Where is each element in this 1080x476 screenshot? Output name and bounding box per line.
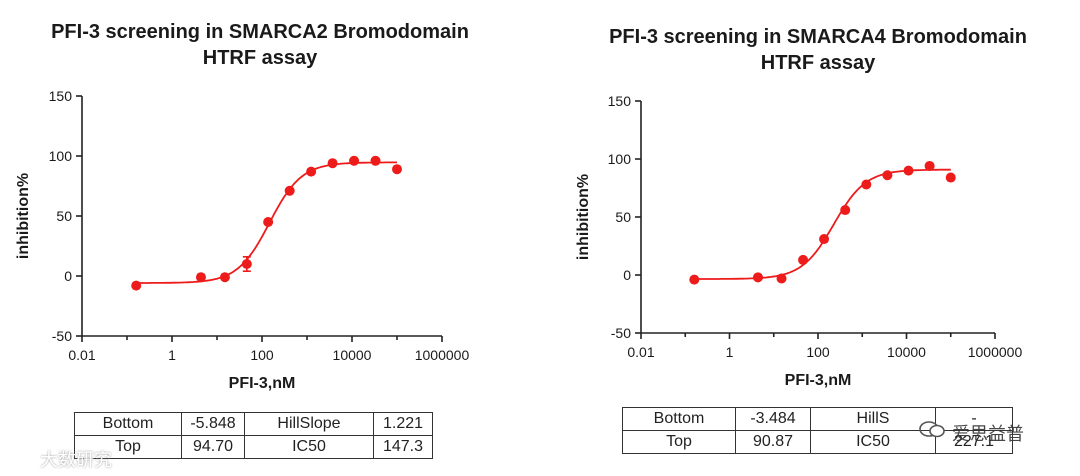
param-name: Bottom bbox=[74, 412, 182, 436]
data-point bbox=[327, 158, 338, 169]
y-tick-label: 0 bbox=[623, 267, 631, 283]
data-point bbox=[219, 272, 230, 283]
chart-panel-smarca2: PFI-3 screening in SMARCA2 Bromodomain HT… bbox=[15, 21, 470, 459]
params-row: Top 90.87 IC50 227.1 bbox=[622, 430, 1013, 454]
chart-panel-smarca4: PFI-3 screening in SMARCA4 Bromodomain HT… bbox=[540, 0, 1080, 476]
x-tick-label: 1000000 bbox=[415, 347, 470, 363]
data-point bbox=[903, 165, 914, 176]
x-tick-label: 100 bbox=[806, 344, 830, 360]
param-value: - bbox=[935, 407, 1013, 431]
param-name: IC50 bbox=[810, 430, 936, 454]
data-point bbox=[284, 185, 295, 196]
x-tick-label: 1 bbox=[726, 344, 734, 360]
x-axis-label: PFI-3,nM bbox=[229, 375, 296, 392]
data-point bbox=[924, 160, 935, 171]
data-point bbox=[195, 272, 206, 283]
y-axis-label: inhibition% bbox=[575, 174, 592, 260]
x-tick-label: 10000 bbox=[333, 347, 372, 363]
data-point bbox=[392, 164, 402, 175]
x-tick-label: 100 bbox=[250, 347, 274, 363]
param-name: HillS bbox=[810, 407, 936, 431]
param-name: Top bbox=[622, 430, 736, 454]
watermark-left: 大数研究 bbox=[40, 450, 112, 471]
y-tick-label: -50 bbox=[52, 328, 72, 344]
data-point bbox=[798, 254, 809, 265]
data-point bbox=[131, 280, 142, 291]
param-value: -5.848 bbox=[181, 412, 245, 436]
data-point bbox=[752, 272, 763, 283]
data-point bbox=[263, 217, 274, 227]
chart-title: HTRF assay bbox=[761, 52, 876, 74]
data-point bbox=[370, 155, 381, 166]
data-point bbox=[819, 234, 830, 245]
y-tick-label: 0 bbox=[64, 268, 72, 284]
y-tick-label: 150 bbox=[608, 93, 632, 109]
chart-smarca4: PFI-3 screening in SMARCA4 Bromodomain HT… bbox=[575, 26, 1027, 389]
y-tick-label: 150 bbox=[49, 88, 73, 104]
y-tick-label: 100 bbox=[49, 148, 73, 164]
data-point bbox=[241, 259, 252, 269]
x-axis-label: PFI-3,nM bbox=[785, 372, 852, 389]
param-name: Top bbox=[74, 435, 182, 459]
param-value: 90.87 bbox=[735, 430, 811, 454]
param-name: IC50 bbox=[244, 435, 374, 459]
data-point bbox=[945, 172, 956, 183]
chart-title: HTRF assay bbox=[203, 47, 318, 69]
fit-curve bbox=[694, 168, 951, 280]
params-table-smarca2: Bottom -5.848 HillSlope 1.221 Top 94.70 … bbox=[74, 412, 433, 459]
data-point bbox=[776, 273, 787, 284]
y-tick-label: 100 bbox=[608, 151, 632, 167]
x-tick-label: 1 bbox=[168, 347, 176, 363]
wechat-icon bbox=[919, 421, 945, 438]
watermark-right: 爱思益普 bbox=[952, 424, 1024, 445]
param-name: HillSlope bbox=[244, 412, 374, 436]
y-tick-label: 50 bbox=[615, 209, 631, 225]
data-point bbox=[689, 274, 700, 285]
param-value: 227.1 bbox=[935, 430, 1013, 454]
param-value: -3.484 bbox=[735, 407, 811, 431]
chart-smarca2: PFI-3 screening in SMARCA2 Bromodomain HT… bbox=[15, 21, 470, 392]
params-row: Bottom -3.484 HillS - bbox=[622, 407, 1013, 431]
chart-title: PFI-3 screening in SMARCA2 Bromodomain bbox=[51, 21, 469, 43]
x-tick-label: 0.01 bbox=[627, 344, 654, 360]
param-value: 1.221 bbox=[373, 412, 433, 436]
params-row: Bottom -5.848 HillSlope 1.221 bbox=[74, 412, 433, 436]
data-point bbox=[861, 179, 872, 190]
x-tick-label: 1000000 bbox=[968, 344, 1023, 360]
params-table-smarca4: Bottom -3.484 HillS - Top 90.87 IC50 227… bbox=[622, 407, 1013, 454]
x-tick-label: 10000 bbox=[887, 344, 926, 360]
params-row: Top 94.70 IC50 147.3 bbox=[74, 435, 433, 459]
y-tick-label: -50 bbox=[611, 325, 631, 341]
data-point bbox=[306, 166, 317, 177]
param-name: Bottom bbox=[622, 407, 736, 431]
data-point bbox=[882, 170, 893, 181]
y-axis-label: inhibition% bbox=[15, 173, 32, 259]
watermark-logo-icon bbox=[8, 448, 34, 462]
chart-title: PFI-3 screening in SMARCA4 Bromodomain bbox=[609, 26, 1027, 48]
data-point bbox=[349, 155, 360, 166]
y-tick-label: 50 bbox=[56, 208, 72, 224]
data-point bbox=[840, 205, 851, 216]
param-value: 94.70 bbox=[181, 435, 245, 459]
x-tick-label: 0.01 bbox=[68, 347, 95, 363]
param-value: 147.3 bbox=[373, 435, 433, 459]
